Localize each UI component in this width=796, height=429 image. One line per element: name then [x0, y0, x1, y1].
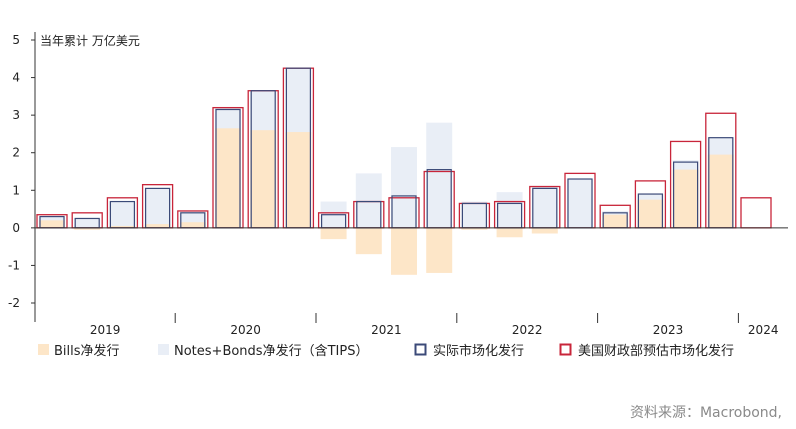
y-tick-label-6: -1 [8, 258, 20, 272]
bar-bills-16 [602, 214, 629, 228]
bar-bills-8 [320, 227, 347, 240]
bar-bills-10 [391, 227, 417, 275]
legend-label-estimated: 美国财政部预估市场化发行 [578, 343, 734, 359]
bar-notes-bonds-14 [531, 186, 558, 228]
y-tick-label-2: 3 [12, 108, 20, 122]
bar-bills-13 [496, 227, 523, 238]
bar-bills-3 [144, 224, 171, 228]
bar-bills-9 [355, 227, 382, 255]
bar-notes-bonds-3 [144, 188, 171, 228]
bar-bills-5 [215, 128, 241, 228]
y-tick-label-3: 2 [12, 146, 20, 160]
legend-label-actual: 实际市场化发行 [433, 343, 524, 359]
year-label-2024: 2024 [748, 323, 779, 337]
y-tick-label-7: -2 [8, 296, 20, 310]
bar-notes-bonds-15 [567, 179, 593, 228]
legend-swatch-notes-bonds [158, 344, 169, 355]
bar-bills-11 [426, 227, 453, 273]
bar-bills-17 [637, 199, 664, 228]
legend-label-notes-bonds: Notes+Bonds净发行（含TIPS） [174, 343, 368, 359]
bar-bills-1 [74, 227, 101, 230]
year-label-2020: 2020 [230, 323, 261, 337]
bar-bills-7 [285, 132, 312, 228]
legend-swatch-bills [38, 344, 49, 355]
bar-bills-18 [672, 169, 699, 228]
year-label-2019: 2019 [90, 323, 121, 337]
bar-notes-bonds-2 [109, 201, 136, 228]
bar-bills-19 [707, 154, 734, 228]
bar-notes-bonds-9 [355, 173, 382, 228]
bar-notes-bonds-13 [496, 192, 523, 228]
axis-layer: 5 4 3 2 1 0 -1 -2 2019 2020 2021 2022 2023 2024 [8, 32, 788, 337]
bar-estimated-20 [740, 197, 772, 229]
legend-label-bills: Bills净发行 [54, 343, 120, 359]
legend-swatch-actual [414, 343, 427, 356]
y-tick-label-4: 1 [12, 183, 20, 197]
bar-bills-14 [531, 227, 558, 234]
bar-bills-6 [250, 130, 277, 228]
year-label-2022: 2022 [512, 323, 543, 337]
y-tick-label-5: 0 [12, 221, 20, 235]
bar-notes-bonds-12 [461, 201, 488, 228]
bar-notes-bonds-11 [426, 122, 453, 228]
legend: Bills净发行 Notes+Bonds净发行（含TIPS） 实际市场化发行 美… [38, 343, 734, 359]
bar-notes-bonds-10 [391, 147, 417, 228]
bar-bills-0 [39, 220, 65, 228]
source-note: 资料来源：Macrobond, [629, 405, 782, 421]
unit-label: 当年累计 万亿美元 [40, 33, 140, 48]
year-label-2023: 2023 [653, 323, 684, 337]
bar-bills-4 [179, 222, 206, 228]
bar-bills-12 [461, 227, 488, 230]
year-label-2021: 2021 [371, 323, 402, 337]
bar-notes-bonds-1 [74, 218, 101, 228]
legend-swatch-estimated [559, 343, 572, 356]
y-tick-label-1: 4 [12, 71, 20, 85]
bar-bills-2 [109, 225, 136, 228]
bars-layer [36, 67, 772, 275]
y-tick-label-0: 5 [12, 33, 20, 47]
